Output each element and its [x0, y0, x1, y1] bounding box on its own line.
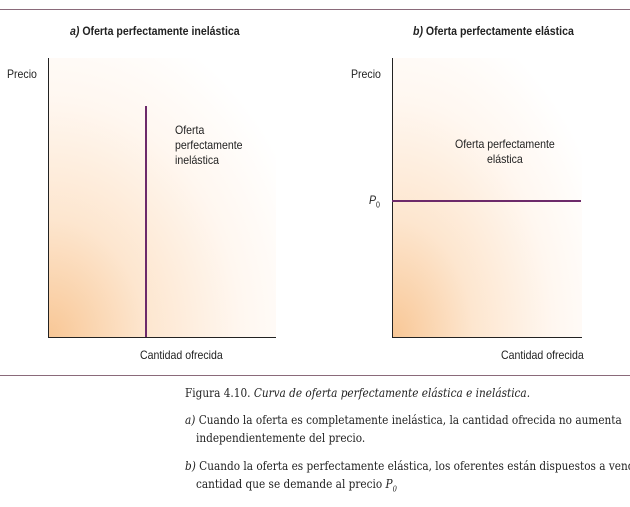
- panel-b-title: b) Oferta perfectamente elástica: [413, 24, 574, 38]
- panel-a-xlabel: Cantidad ofrecida: [140, 348, 223, 362]
- panel-a-plot: [48, 58, 276, 338]
- top-rule: [0, 9, 630, 10]
- panel-a-ylabel: Precio: [7, 67, 37, 81]
- label-line: Oferta: [175, 123, 205, 137]
- label-line: elástica: [486, 152, 523, 166]
- panel-a-curve-label: Oferta perfectamente inelástica: [175, 123, 243, 168]
- label-line: Oferta perfectamente: [455, 137, 555, 151]
- elastic-supply-line: [392, 200, 581, 202]
- panel-b-ylabel: Precio: [351, 67, 381, 81]
- panel-b-plot: [392, 58, 582, 338]
- caption-rule: [0, 375, 630, 376]
- inelastic-supply-line: [145, 106, 147, 337]
- price-p0-label: P0: [369, 193, 380, 210]
- label-line: perfectamente: [175, 138, 243, 152]
- panel-b-xlabel: Cantidad ofrecida: [501, 348, 584, 362]
- caption-b: b) Cuando la oferta es perfectamente elá…: [185, 458, 630, 473]
- panel-a-title: a) Oferta perfectamente inelástica: [70, 24, 240, 38]
- caption-a-cont: independientemente del precio.: [196, 430, 366, 445]
- panel-b-curve-label: Oferta perfectamente elástica: [455, 137, 555, 167]
- caption-b-cont: cantidad que se demande al precio P0: [196, 476, 397, 494]
- caption-a: a) Cuando la oferta es completamente ine…: [185, 412, 622, 427]
- label-line: inelástica: [175, 153, 220, 167]
- caption-title: Figura 4.10. Curva de oferta perfectamen…: [185, 385, 531, 400]
